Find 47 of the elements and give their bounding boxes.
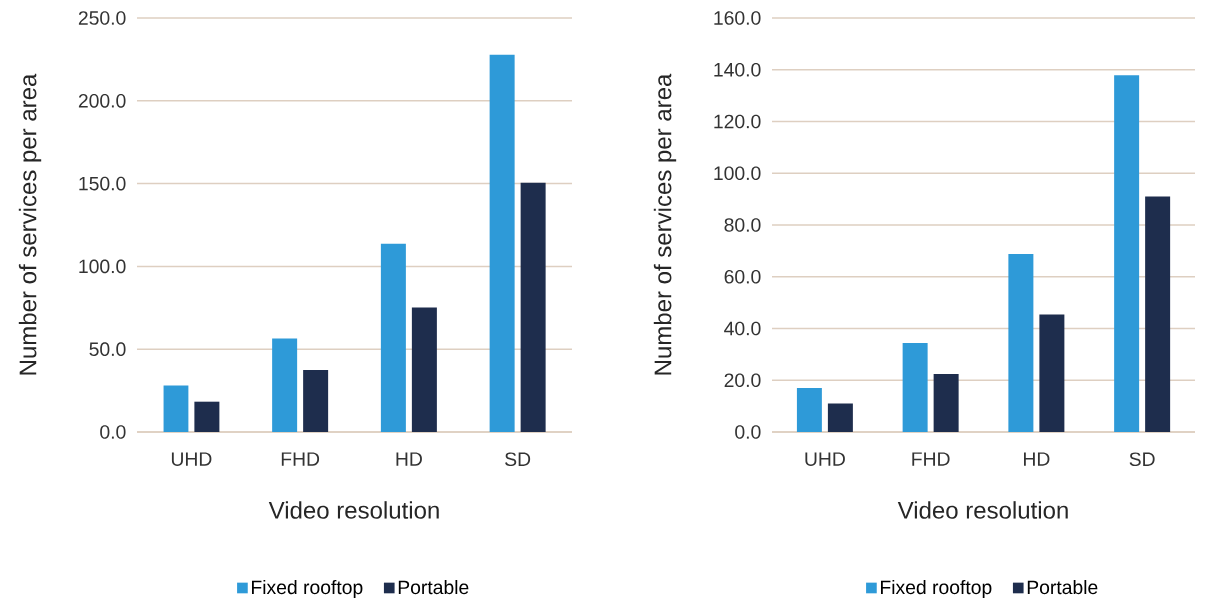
y-tick-label: 50.0 [89, 342, 126, 357]
x-tick-label: SD [505, 452, 531, 467]
bar [1039, 314, 1065, 432]
legend-label: Fixed rooftop [252, 579, 363, 598]
legend-label: Fixed rooftop [881, 579, 992, 598]
y-tick-label: 160.0 [714, 11, 761, 25]
x-tick-label: HD [396, 452, 422, 466]
y-tick-label: 40.0 [724, 321, 761, 336]
bar [380, 243, 406, 432]
y-tick-label: 60.0 [724, 269, 761, 284]
x-tick-label: FHD [281, 452, 320, 466]
x-tick-label: HD [1024, 452, 1050, 466]
y-axis-title: Number of services per area [653, 73, 677, 375]
bar [489, 54, 515, 432]
x-tick-label: SD [1129, 452, 1155, 467]
bar [303, 369, 329, 432]
bar [1114, 75, 1140, 432]
y-tick-label: 150.0 [79, 176, 126, 191]
y-tick-label: 100.0 [714, 166, 761, 181]
bar [902, 342, 928, 432]
y-tick-label: 120.0 [714, 114, 761, 129]
y-axis-title: Number of services per area [18, 73, 42, 375]
y-tick-label: 80.0 [724, 218, 761, 232]
bar [520, 182, 546, 432]
bar [827, 403, 853, 432]
bar [933, 374, 959, 432]
bar [796, 388, 822, 432]
legend-label: Portable [398, 579, 469, 595]
x-tick-label: UHD [805, 452, 845, 466]
bar [411, 307, 437, 432]
bar [272, 338, 298, 432]
bar [163, 385, 189, 432]
x-axis-title: Video resolution [268, 501, 439, 519]
bar [194, 401, 220, 432]
legend-label: Portable [1027, 579, 1098, 595]
bar [1008, 253, 1034, 432]
y-tick-label: 140.0 [714, 62, 761, 77]
bar [1145, 196, 1171, 432]
x-tick-label: FHD [912, 452, 950, 466]
y-tick-label: 100.0 [79, 259, 126, 274]
y-tick-label: 20.0 [724, 373, 761, 388]
x-axis-title: Video resolution [897, 501, 1068, 519]
y-tick-label: 250.0 [78, 11, 126, 25]
x-tick-label: UHD [171, 452, 212, 466]
y-tick-label: 200.0 [78, 93, 126, 108]
y-tick-label: 0.0 [735, 425, 761, 439]
y-tick-label: 0.0 [100, 425, 126, 439]
